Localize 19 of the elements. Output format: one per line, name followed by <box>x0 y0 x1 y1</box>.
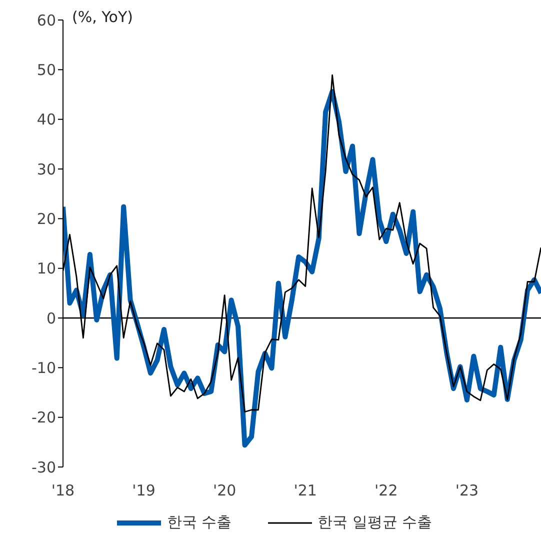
y-tick-label: -20 <box>32 408 56 427</box>
y-tick-label: 20 <box>36 210 56 228</box>
x-tick-label: '21 <box>294 482 317 500</box>
legend-label: 한국 수출 <box>166 513 232 532</box>
y-tick-label: 0 <box>46 309 56 328</box>
x-tick-label: '18 <box>51 482 75 500</box>
y-tick-label: 50 <box>36 60 56 79</box>
y-tick-label: 60 <box>36 11 56 30</box>
y-tick-label: 40 <box>36 110 56 129</box>
x-tick-label: '23 <box>455 482 479 500</box>
y-tick-label: 30 <box>36 160 56 178</box>
legend-label: 한국 일평균 수출 <box>318 513 432 532</box>
y-tick-label: -30 <box>32 458 56 476</box>
y-tick-label: 10 <box>36 260 56 278</box>
x-tick-label: '22 <box>374 482 398 500</box>
y-tick-label: -10 <box>32 358 56 377</box>
x-tick-label: '19 <box>132 482 156 500</box>
y-axis-title: (%, YoY) <box>72 8 134 26</box>
x-tick-label: '20 <box>212 482 236 500</box>
